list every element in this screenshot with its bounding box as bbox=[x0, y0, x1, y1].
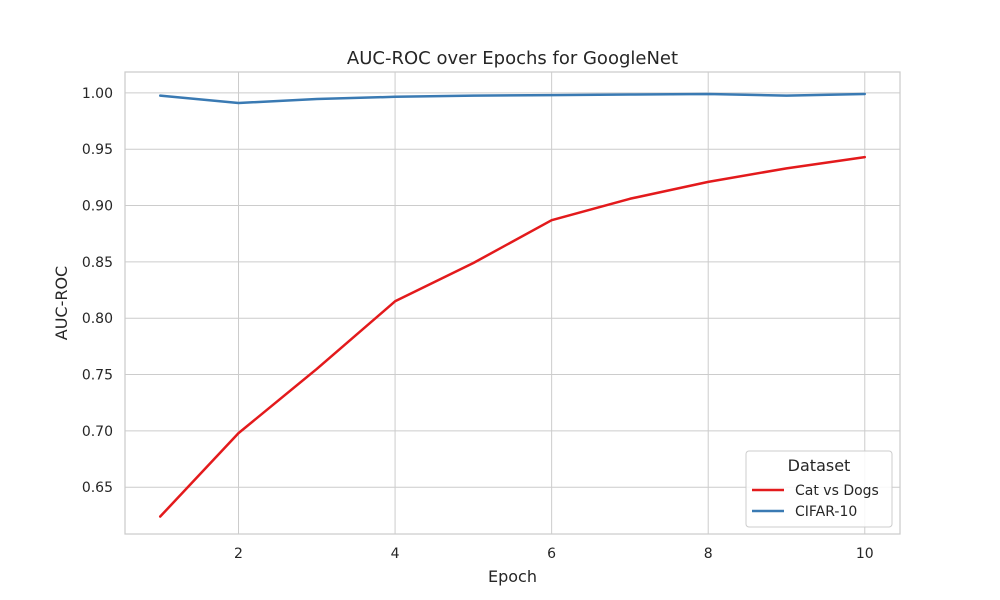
legend-label-cifar-10: CIFAR-10 bbox=[795, 504, 857, 520]
x-tick-label: 10 bbox=[856, 546, 874, 562]
legend-box bbox=[745, 450, 893, 528]
tick-labels: 2 4 6 8 10 0.65 0.70 0.75 0.80 0.85 0.90 0.95 1.00 bbox=[82, 86, 874, 562]
y-tick-label: 0.90 bbox=[82, 199, 113, 215]
plot-frame bbox=[124, 71, 901, 535]
x-tick-label: 2 bbox=[234, 546, 243, 562]
series-line-cat-vs-dogs bbox=[158, 155, 867, 518]
y-axis-title: AUC-ROC bbox=[52, 266, 71, 340]
series-lines bbox=[158, 92, 867, 518]
grid bbox=[125, 72, 900, 534]
y-tick-label: 0.80 bbox=[82, 311, 113, 327]
legend-label-cat-vs-dogs: Cat vs Dogs bbox=[795, 483, 879, 499]
y-tick-label: 0.70 bbox=[82, 424, 113, 440]
legend: Dataset Cat vs Dogs CIFAR-10 bbox=[745, 450, 893, 528]
y-tick-label: 0.65 bbox=[82, 480, 113, 496]
x-tick-label: 6 bbox=[547, 546, 556, 562]
x-axis-title: Epoch bbox=[488, 567, 537, 586]
y-tick-label: 1.00 bbox=[82, 86, 113, 102]
y-tick-label: 0.85 bbox=[82, 255, 113, 271]
y-tick-label: 0.75 bbox=[82, 368, 113, 384]
chart-title: AUC-ROC over Epochs for GoogleNet bbox=[347, 48, 678, 69]
x-tick-label: 8 bbox=[704, 546, 713, 562]
x-tick-label: 4 bbox=[391, 546, 400, 562]
y-tick-label: 0.95 bbox=[82, 142, 113, 158]
legend-title: Dataset bbox=[788, 456, 851, 475]
series-line-cifar-10 bbox=[158, 92, 867, 105]
